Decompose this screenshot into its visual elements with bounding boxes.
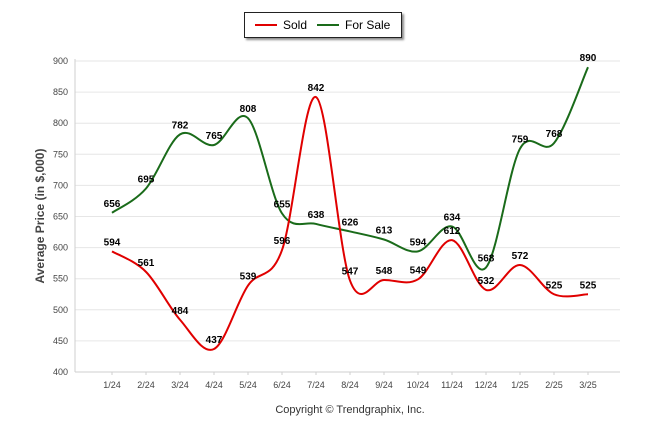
- x-tick-label: 3/25: [579, 380, 597, 390]
- series-lines: [111, 66, 589, 351]
- data-label-sold: 548: [376, 266, 393, 277]
- data-label-sold: 612: [444, 226, 461, 237]
- data-label-sold: 532: [478, 276, 495, 287]
- data-label-sold: 549: [410, 265, 427, 276]
- x-tick-label: 12/24: [475, 380, 498, 390]
- data-label-sold: 596: [274, 236, 291, 247]
- axes: 400 450 500 550 600 650 700 750 800 850 900 1/24 2/2…: [53, 56, 620, 390]
- x-tick-label: 8/24: [341, 380, 359, 390]
- data-label-for-sale: 634: [444, 212, 461, 223]
- x-tick-label: 9/24: [375, 380, 393, 390]
- data-label-sold: 525: [580, 280, 597, 291]
- data-label-for-sale: 626: [342, 217, 359, 228]
- y-tick-label: 800: [53, 118, 68, 128]
- y-tick-label: 900: [53, 56, 68, 66]
- legend-label-for-sale: For Sale: [345, 18, 391, 32]
- x-tick-label: 5/24: [239, 380, 257, 390]
- y-tick-label: 550: [53, 274, 68, 284]
- y-tick-label: 700: [53, 180, 68, 190]
- data-labels: 594 561 484 437 539 596 842 547 548 549 612 532 572 5…: [104, 53, 597, 346]
- copyright-text: Copyright © Trendgraphix, Inc.: [275, 404, 424, 416]
- series-line-for-sale: [111, 66, 589, 271]
- x-tick-label: 7/24: [307, 380, 325, 390]
- y-tick-label: 750: [53, 149, 68, 159]
- y-axis-title: Average Price (in $,000): [33, 149, 47, 284]
- x-tick-label: 6/24: [273, 380, 291, 390]
- legend-swatch-sold: [255, 24, 277, 26]
- data-label-sold: 594: [104, 237, 121, 248]
- legend-label-sold: Sold: [283, 18, 308, 32]
- data-label-sold: 561: [138, 258, 155, 269]
- x-tick-label: 2/24: [137, 380, 155, 390]
- data-label-for-sale: 768: [546, 129, 563, 140]
- data-label-for-sale: 594: [410, 237, 427, 248]
- data-label-sold: 547: [342, 267, 359, 278]
- x-tick-label: 3/24: [171, 380, 189, 390]
- data-label-sold: 539: [240, 272, 257, 283]
- grid: [75, 60, 620, 373]
- y-tick-label: 600: [53, 243, 68, 253]
- y-tick-label: 450: [53, 336, 68, 346]
- y-tick-label: 850: [53, 87, 68, 97]
- data-label-for-sale: 759: [512, 135, 529, 146]
- x-tick-label: 4/24: [205, 380, 223, 390]
- data-label-for-sale: 656: [104, 199, 121, 210]
- x-tick-label: 2/25: [545, 380, 563, 390]
- x-tick-label: 1/25: [511, 380, 529, 390]
- y-tick-label: 400: [53, 367, 68, 377]
- x-tick-label: 10/24: [407, 380, 430, 390]
- y-tick-label: 500: [53, 305, 68, 315]
- data-label-sold: 484: [172, 306, 189, 317]
- data-label-sold: 842: [308, 83, 325, 94]
- y-tick-label: 650: [53, 212, 68, 222]
- legend-item-for-sale[interactable]: For Sale: [317, 13, 390, 37]
- data-label-for-sale: 782: [172, 120, 189, 131]
- data-label-for-sale: 568: [478, 254, 495, 265]
- x-tick-label: 1/24: [103, 380, 121, 390]
- data-label-sold: 525: [546, 280, 563, 291]
- legend-swatch-for-sale: [317, 24, 339, 26]
- series-line-sold: [111, 96, 589, 351]
- data-label-for-sale: 613: [376, 226, 393, 237]
- data-label-for-sale: 808: [240, 104, 257, 115]
- data-label-sold: 437: [206, 335, 223, 346]
- data-label-for-sale: 695: [138, 175, 155, 186]
- legend-item-sold[interactable]: Sold: [255, 13, 307, 37]
- data-label-for-sale: 890: [580, 53, 597, 64]
- data-label-for-sale: 638: [308, 210, 325, 221]
- legend: Sold For Sale: [244, 12, 402, 38]
- data-label-for-sale: 765: [206, 131, 223, 142]
- data-label-for-sale: 655: [274, 199, 291, 210]
- data-label-sold: 572: [512, 251, 529, 262]
- x-tick-label: 11/24: [441, 380, 463, 390]
